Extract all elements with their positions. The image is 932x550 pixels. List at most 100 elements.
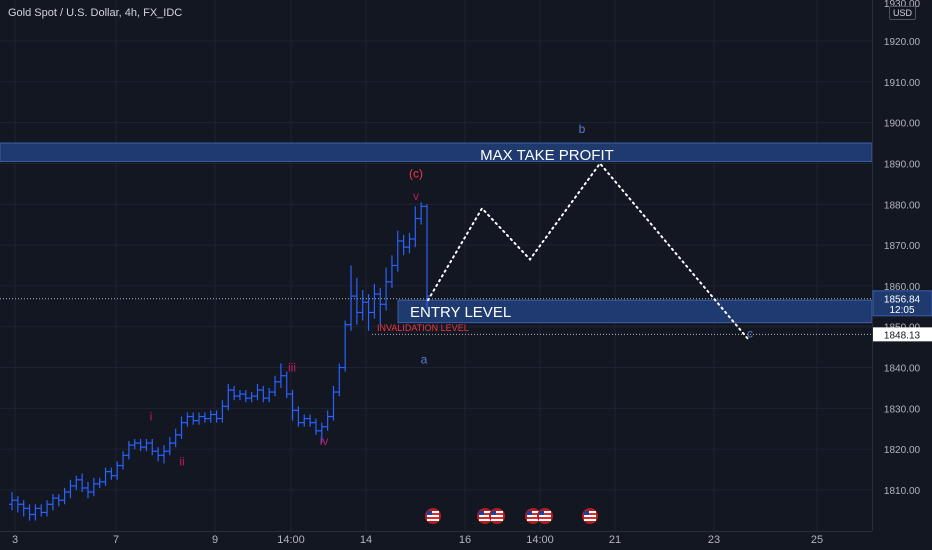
flag-canton xyxy=(584,511,589,515)
candle xyxy=(201,412,208,423)
candle xyxy=(102,467,109,486)
price-tick-label: 1930.00 xyxy=(884,0,921,10)
flag-stripe xyxy=(427,513,439,515)
candle xyxy=(108,467,115,480)
entry-level-label: ENTRY LEVEL xyxy=(410,304,511,321)
flag-field xyxy=(527,511,539,521)
candle xyxy=(254,383,261,401)
projection-path xyxy=(427,161,749,340)
candle xyxy=(324,410,331,431)
candle xyxy=(155,447,162,462)
flag-stripe xyxy=(491,513,503,515)
candle xyxy=(213,410,220,423)
flag-field xyxy=(427,511,439,521)
candle xyxy=(20,500,27,517)
candle xyxy=(225,383,232,411)
time-tick-label: 21 xyxy=(609,534,621,546)
candle xyxy=(32,504,39,521)
flag-stripe xyxy=(479,517,491,519)
zone-max-take-profit xyxy=(0,142,873,162)
flag-stripe xyxy=(491,517,503,519)
price-axis[interactable]: 1930.001810.001820.001830.001840.001850.… xyxy=(872,0,932,531)
time-tick-label: 14 xyxy=(360,534,372,546)
price-tick-label: 1840.00 xyxy=(884,364,921,375)
candle xyxy=(166,436,173,456)
symbol-title: Gold Spot / U.S. Dollar, 4h, FX_IDC xyxy=(8,7,183,19)
candle xyxy=(377,287,384,325)
price-tick-label: 1880.00 xyxy=(884,200,921,211)
price-tick-label: 1920.00 xyxy=(884,37,921,48)
candle xyxy=(383,267,390,311)
candle xyxy=(394,230,401,272)
candle xyxy=(336,363,343,397)
candle xyxy=(277,363,284,388)
candle xyxy=(365,294,372,331)
invalidation-price-value: 1848.13 xyxy=(884,330,921,341)
zones-layer xyxy=(0,142,873,335)
flag-field xyxy=(491,511,503,521)
candle xyxy=(272,375,279,397)
candle xyxy=(61,487,68,505)
overlays-layer: MAX TAKE PROFIT ENTRY LEVEL INVALIDATION L… xyxy=(150,122,753,524)
candle xyxy=(289,389,296,421)
time-axis-labels: 3 7 9 14:00 14 16 14:00 21 23 25 xyxy=(0,531,872,546)
candle xyxy=(260,385,267,403)
candle xyxy=(184,412,191,427)
candles-layer xyxy=(9,202,430,521)
price-tick-label: 1910.00 xyxy=(884,78,921,89)
current-price-tag xyxy=(872,290,932,317)
invalidation-price-tag xyxy=(873,327,932,342)
flag-canton xyxy=(427,511,432,515)
candle xyxy=(406,232,413,254)
candle xyxy=(190,412,197,425)
us-flag-event-icon xyxy=(537,508,553,524)
current-price-value: 1856.84 xyxy=(884,294,921,305)
candle xyxy=(90,477,97,497)
max-take-profit-label: MAX TAKE PROFIT xyxy=(480,147,614,164)
wave-label: iii xyxy=(288,361,296,375)
wave-label: i xyxy=(150,410,153,424)
candle xyxy=(295,406,302,427)
candle xyxy=(400,234,407,256)
candle xyxy=(242,389,249,403)
chart-grid xyxy=(0,0,872,531)
candle xyxy=(207,410,214,423)
wave-label: iv xyxy=(320,434,329,448)
wave-label: (c) xyxy=(409,167,423,181)
time-tick-label: 9 xyxy=(212,534,218,546)
flag-field xyxy=(539,511,551,521)
flag-stripe xyxy=(527,517,539,519)
candle xyxy=(55,494,62,507)
candle xyxy=(137,438,144,452)
flag-canton xyxy=(479,511,484,515)
candle xyxy=(219,400,226,423)
candle xyxy=(79,473,86,493)
candle xyxy=(283,371,290,399)
candle xyxy=(318,422,325,444)
candle xyxy=(172,428,179,448)
countdown-timer: 12:05 xyxy=(889,305,914,316)
candle xyxy=(120,451,127,470)
wave-label: b xyxy=(579,122,586,136)
candle xyxy=(231,385,238,401)
candle xyxy=(371,283,378,319)
candle xyxy=(424,204,430,309)
candle xyxy=(178,416,185,439)
candle xyxy=(236,389,243,401)
price-tick-label: 1820.00 xyxy=(884,445,921,456)
flag-canton xyxy=(527,511,532,515)
candle xyxy=(131,438,138,450)
us-flag-event-icon xyxy=(489,508,505,524)
wave-label: ii xyxy=(179,455,184,469)
wave-label: a xyxy=(421,352,428,366)
candle xyxy=(14,496,21,513)
candle xyxy=(49,494,56,511)
us-flag-event-icon xyxy=(525,508,541,524)
time-tick-label: 14:00 xyxy=(277,534,305,546)
candle xyxy=(418,202,425,225)
candle xyxy=(67,479,74,499)
candle xyxy=(312,418,319,435)
candle xyxy=(342,320,349,372)
currency-badge[interactable]: USD xyxy=(889,6,917,20)
